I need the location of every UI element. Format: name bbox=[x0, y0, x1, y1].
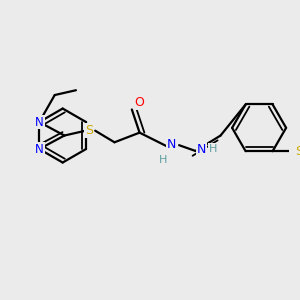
Text: N: N bbox=[35, 142, 44, 155]
Text: S: S bbox=[295, 145, 300, 158]
Text: H: H bbox=[208, 144, 217, 154]
Text: H: H bbox=[158, 154, 167, 165]
Text: N: N bbox=[196, 142, 206, 155]
Text: S: S bbox=[85, 124, 93, 137]
Text: O: O bbox=[135, 96, 145, 109]
Text: N: N bbox=[167, 138, 176, 151]
Text: N: N bbox=[35, 116, 44, 128]
